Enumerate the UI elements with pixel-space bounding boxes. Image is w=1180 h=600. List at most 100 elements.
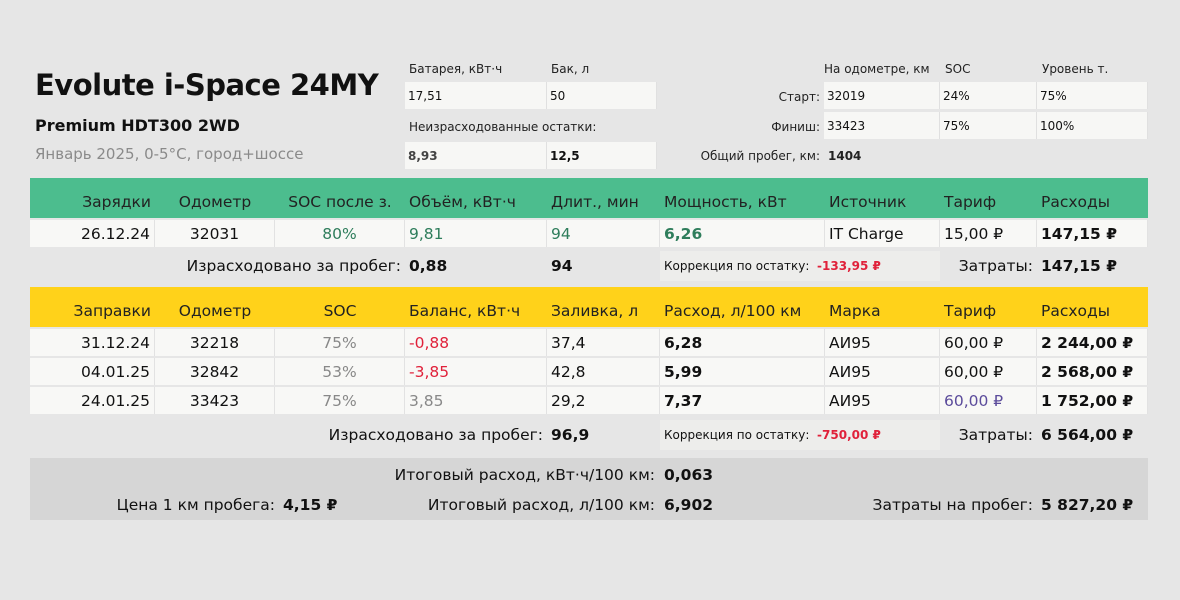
duration-total: 94 <box>551 257 573 275</box>
odometer: 32031 <box>155 220 275 247</box>
consumption: 6,28 <box>660 329 825 356</box>
correction-value: -133,95 ₽ <box>817 259 881 273</box>
tank-value: 50 <box>547 82 657 109</box>
finish-fuel: 100% <box>1037 112 1148 139</box>
date: 26.12.24 <box>30 220 155 247</box>
used-value: 96,9 <box>551 426 590 444</box>
tariff: 15,00 ₽ <box>940 220 1037 247</box>
col-header: Одометр <box>178 302 252 320</box>
finish-label: Финиш: <box>771 120 820 134</box>
correction-value: -750,00 ₽ <box>817 428 881 442</box>
grade: АИ95 <box>825 387 940 414</box>
start-label: Старт: <box>778 90 820 104</box>
battery-label: Батарея, кВт·ч <box>409 62 503 76</box>
power: 6,26 <box>660 220 825 247</box>
conditions: Январь 2025, 0-5°С, город+шоссе <box>35 145 304 163</box>
correction: Коррекция по остатку: -750,00 ₽ <box>660 420 940 450</box>
grade: АИ95 <box>825 358 940 385</box>
battery-value: 17,51 <box>405 82 547 109</box>
odometer: 32842 <box>155 358 275 385</box>
tariff: 60,00 ₽ <box>940 329 1037 356</box>
remain-kwh: 8,93 <box>405 142 547 169</box>
consumption: 7,37 <box>660 387 825 414</box>
km-price: 4,15 ₽ <box>283 496 338 514</box>
cost: 147,15 ₽ <box>1037 220 1148 247</box>
col-header: Заливка, л <box>551 302 639 320</box>
table-row: 26.12.24 32031 80% 9,81 94 6,26 IT Charg… <box>30 220 1148 247</box>
balance: -3,85 <box>405 358 547 385</box>
source: IT Charge <box>825 220 940 247</box>
col-header: Марка <box>829 302 881 320</box>
odometer: 32218 <box>155 329 275 356</box>
used-label: Израсходовано за пробег: <box>186 257 401 275</box>
col-header: Расходы <box>1041 193 1110 211</box>
date: 04.01.25 <box>30 358 155 385</box>
tariff: 60,00 ₽ <box>940 387 1037 414</box>
col-header: Длит., мин <box>551 193 639 211</box>
charges-header: Зарядки Одометр SOC после з. Объём, кВт·… <box>30 178 1148 218</box>
kwh-value: 0,063 <box>664 466 714 484</box>
balance: 3,85 <box>405 387 547 414</box>
col-header: Тариф <box>944 302 997 320</box>
date: 24.01.25 <box>30 387 155 414</box>
volume: 9,81 <box>405 220 547 247</box>
remain-label: Неизрасходованные остатки: <box>409 120 597 134</box>
col-header: Одометр <box>178 193 252 211</box>
totals-box: Итоговый расход, кВт·ч/100 км: 0,063 Цен… <box>30 458 1148 520</box>
finish-odo: 33423 <box>824 112 940 139</box>
l-label: Итоговый расход, л/100 км: <box>427 496 655 514</box>
col-header: SOC <box>323 302 357 320</box>
correction-label: Коррекция по остатку: <box>664 259 810 273</box>
charges-summary: Израсходовано за пробег: 0,88 94 Коррекц… <box>30 251 1148 281</box>
table-row: 31.12.24 32218 75% -0,88 37,4 6,28 АИ95 … <box>30 329 1148 356</box>
total-value: 1404 <box>828 149 862 163</box>
col-header: Расходы <box>1041 302 1110 320</box>
cost-total: 6 564,00 ₽ <box>1041 426 1134 444</box>
col-header: Тариф <box>944 193 997 211</box>
date: 31.12.24 <box>30 329 155 356</box>
table-row: 24.01.25 33423 75% 3,85 29,2 7,37 АИ95 6… <box>30 387 1148 414</box>
filled: 29,2 <box>547 387 660 414</box>
consumption: 5,99 <box>660 358 825 385</box>
cost-total: 147,15 ₽ <box>1041 257 1117 275</box>
finish-soc: 75% <box>940 112 1037 139</box>
cost: 2 568,00 ₽ <box>1037 358 1148 385</box>
used-label: Израсходовано за пробег: <box>328 426 543 444</box>
col-header: Заправки <box>73 302 151 320</box>
soc: 75% <box>275 329 405 356</box>
fuel-table: Заправки Одометр SOC Баланс, кВт·ч Залив… <box>30 287 1148 450</box>
trip-cost-label: Затраты на пробег: <box>872 496 1033 514</box>
odo-label: На одометре, км <box>824 62 930 76</box>
grade: АИ95 <box>825 329 940 356</box>
filled: 37,4 <box>547 329 660 356</box>
soc: 80% <box>275 220 405 247</box>
fuel-header: Заправки Одометр SOC Баланс, кВт·ч Залив… <box>30 287 1148 327</box>
col-header: Расход, л/100 км <box>664 302 802 320</box>
col-header: Мощность, кВт <box>664 193 787 211</box>
start-soc: 24% <box>940 82 1037 109</box>
odometer: 33423 <box>155 387 275 414</box>
cost-label: Затраты: <box>958 426 1033 444</box>
duration: 94 <box>547 220 660 247</box>
page-title: Evolute i-Space 24MY <box>35 68 379 102</box>
fuel-summary: Израсходовано за пробег: 96,9 Коррекция … <box>30 420 1148 450</box>
used-value: 0,88 <box>409 257 448 275</box>
tariff: 60,00 ₽ <box>940 358 1037 385</box>
fuel-level-label: Уровень т. <box>1042 62 1109 76</box>
cost: 2 244,00 ₽ <box>1037 329 1148 356</box>
cost-label: Затраты: <box>958 257 1033 275</box>
kwh-label: Итоговый расход, кВт·ч/100 км: <box>394 466 655 484</box>
table-row: 04.01.25 32842 53% -3,85 42,8 5,99 АИ95 … <box>30 358 1148 385</box>
start-fuel: 75% <box>1037 82 1148 109</box>
soc: 75% <box>275 387 405 414</box>
soc-label: SOC <box>945 62 971 76</box>
correction-label: Коррекция по остатку: <box>664 428 810 442</box>
charges-table: Зарядки Одометр SOC после з. Объём, кВт·… <box>30 178 1148 281</box>
trim-subtitle: Premium HDT300 2WD <box>35 116 240 135</box>
l-value: 6,902 <box>664 496 714 514</box>
correction: Коррекция по остатку: -133,95 ₽ <box>660 251 940 281</box>
col-header: Источник <box>829 193 907 211</box>
col-header: Объём, кВт·ч <box>409 193 516 211</box>
start-odo: 32019 <box>824 82 940 109</box>
tank-label: Бак, л <box>551 62 590 76</box>
